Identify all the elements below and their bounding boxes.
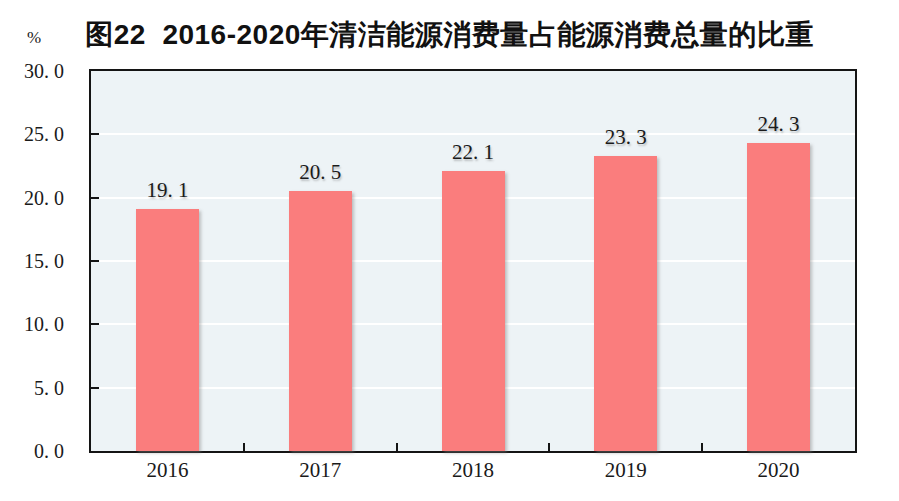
bar-2020 (747, 143, 810, 451)
figure-22-bar-chart: % 图22 2016-2020年清洁能源消费量占能源消费总量的比重 19. 12… (0, 0, 899, 501)
plot-area: 19. 1 20. 5 22. 1 23. 3 24. 3 (89, 69, 857, 453)
x-axis-label-2017: 2017 (260, 458, 380, 482)
y-axis-tick (91, 323, 99, 325)
y-axis-tick (91, 387, 99, 389)
y-axis-label-30: 30. 0 (0, 59, 64, 83)
bar-value-label-2017: 20. 5 (250, 160, 390, 185)
chart-title: 图22 2016-2020年清洁能源消费量占能源消费总量的比重 (0, 16, 899, 54)
bar-2016 (136, 209, 199, 451)
bar-value-label-2016: 19. 1 (97, 178, 237, 203)
bar-value-label-2019: 23. 3 (556, 125, 696, 150)
x-axis-tick (396, 443, 398, 451)
bar-value-label-2018: 22. 1 (403, 140, 543, 165)
bar-2019 (594, 156, 657, 451)
bar-2018 (442, 171, 505, 451)
x-axis-label-2020: 2020 (719, 458, 839, 482)
y-axis-tick (91, 260, 99, 262)
y-axis-label-10: 10. 0 (0, 312, 64, 336)
x-axis-tick (243, 443, 245, 451)
bar-2017 (289, 191, 352, 451)
y-axis-label-25: 25. 0 (0, 122, 64, 146)
y-axis-label-15: 15. 0 (0, 249, 64, 273)
x-axis-label-2018: 2018 (413, 458, 533, 482)
bar-value-label-2020: 24. 3 (709, 112, 849, 137)
x-axis-tick (701, 443, 703, 451)
y-axis-tick (91, 133, 99, 135)
x-axis-label-2016: 2016 (107, 458, 227, 482)
y-axis-label-5: 5. 0 (0, 376, 64, 400)
y-axis-label-0: 0. 0 (0, 439, 64, 463)
y-axis-label-20: 20. 0 (0, 186, 64, 210)
x-axis-tick (548, 443, 550, 451)
x-axis-label-2019: 2019 (566, 458, 686, 482)
